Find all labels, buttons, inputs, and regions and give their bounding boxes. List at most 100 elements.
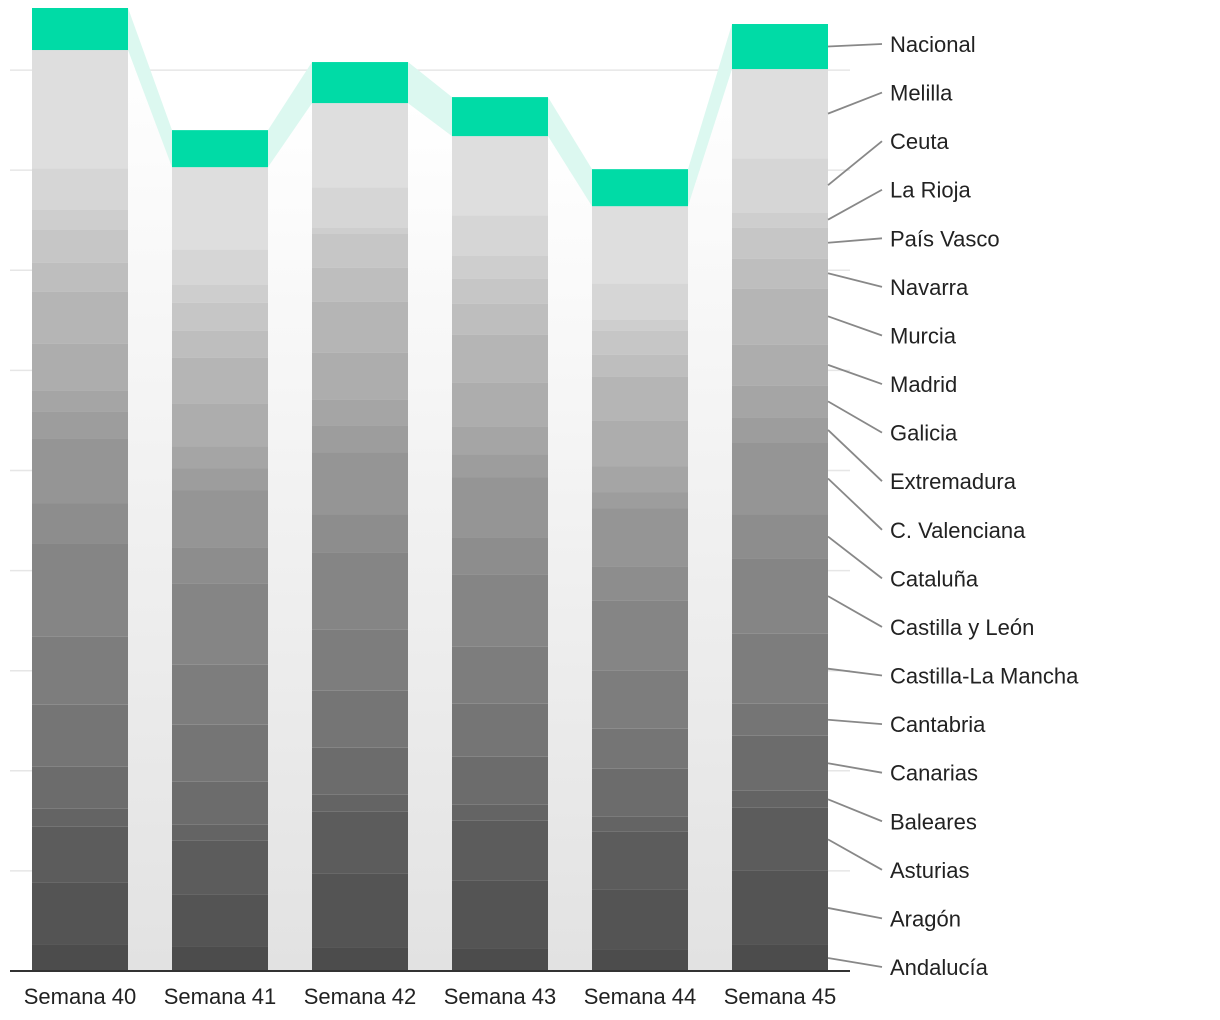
bar-segment-andalucia-semana-44	[592, 949, 688, 971]
bar-segment-castilla-la-mancha-semana-44	[592, 670, 688, 729]
category-labels: Semana 40 Semana 41 Semana 42 Semana 43 Sema…	[24, 984, 837, 1009]
bar-segment-baleares-semana-41	[172, 824, 268, 841]
bar-segment-c-valenciana-semana-42	[312, 452, 408, 515]
bar-segment-navarra-semana-40	[32, 262, 128, 292]
bar-segment-navarra-semana-45	[732, 258, 828, 289]
legend-leader-aragon	[827, 907, 883, 920]
legend-label-la-rioja: La Rioja	[890, 178, 971, 203]
bar-segment-andalucia-semana-45	[732, 944, 828, 971]
legend-leader-navarra	[827, 272, 883, 288]
bar-segment-ceuta-semana-42	[312, 187, 408, 228]
legend-leader-melilla	[827, 91, 883, 115]
bar-segment-ceuta-semana-40	[32, 168, 128, 210]
bar-segment-asturias-semana-41	[172, 840, 268, 895]
bar-segment-murcia-semana-43	[452, 334, 548, 383]
bar-segment-andalucia-semana-43	[452, 948, 548, 971]
bar-segment-c-valenciana-semana-45	[732, 442, 828, 515]
bar-segment-c-valenciana-semana-44	[592, 508, 688, 567]
bar-segment-melilla-semana-44	[592, 206, 688, 284]
bar-segment-castilla-la-mancha-semana-42	[312, 629, 408, 691]
connector-band-nacional	[688, 24, 732, 207]
bar-segment-c-valenciana-semana-41	[172, 490, 268, 548]
legend-leader-cataluna	[827, 535, 883, 580]
connector-band-regions	[128, 50, 172, 971]
bar-segment-la-rioja-semana-41	[172, 284, 268, 303]
bar-segment-cantabria-semana-40	[32, 704, 128, 767]
bar-segment-castilla-la-mancha-semana-40	[32, 636, 128, 705]
bar-segment-canarias-semana-40	[32, 766, 128, 809]
bar-segment-extremadura-semana-43	[452, 454, 548, 478]
bar-segment-madrid-semana-41	[172, 403, 268, 447]
connector-band-nacional	[268, 62, 312, 168]
legend-label-castilla-y-leon: Castilla y León	[890, 615, 1034, 640]
bar-segment-castilla-y-leon-semana-41	[172, 583, 268, 665]
bar-segment-galicia-semana-42	[312, 399, 408, 426]
bar-segment-andalucia-semana-40	[32, 944, 128, 971]
bar-segment-navarra-semana-41	[172, 330, 268, 358]
connector-band-nacional	[128, 7, 172, 168]
bar-segment-cantabria-semana-45	[732, 703, 828, 736]
bar-segment-extremadura-semana-40	[32, 411, 128, 439]
bar-segment-madrid-semana-44	[592, 420, 688, 467]
bar-segment-pais-vasco-semana-45	[732, 227, 828, 259]
bar-segment-nacional-semana-42	[312, 62, 408, 104]
legend-leader-extremadura	[827, 429, 883, 482]
bar-segment-melilla-semana-40	[32, 50, 128, 169]
x-tick-label-semana-43: Semana 43	[444, 984, 557, 1009]
bar-segment-galicia-semana-44	[592, 466, 688, 493]
x-tick-label-semana-44: Semana 44	[584, 984, 697, 1009]
bar-segment-melilla-semana-41	[172, 167, 268, 250]
connector-band-regions	[408, 103, 452, 972]
x-tick-label-semana-40: Semana 40	[24, 984, 137, 1009]
bar-segment-andalucia-semana-41	[172, 946, 268, 971]
bar-segment-madrid-semana-45	[732, 344, 828, 386]
bar-segment-canarias-semana-42	[312, 747, 408, 795]
bar-segments	[32, 7, 828, 971]
legend-label-cataluna: Cataluña	[890, 566, 979, 591]
legend-label-murcia: Murcia	[890, 323, 957, 348]
legend-label-navarra: Navarra	[890, 275, 969, 300]
legend-leader-cantabria	[827, 718, 883, 726]
bar-segment-baleares-semana-45	[732, 790, 828, 808]
bar-segment-castilla-la-mancha-semana-45	[732, 633, 828, 704]
bar-segment-galicia-semana-45	[732, 385, 828, 418]
bar-segment-la-rioja-semana-40	[32, 209, 128, 230]
bar-segment-extremadura-semana-45	[732, 417, 828, 443]
bar-segment-aragon-semana-40	[32, 882, 128, 945]
legend-leader-nacional	[827, 43, 883, 48]
bar-segment-galicia-semana-40	[32, 390, 128, 412]
bar-segment-cataluna-semana-42	[312, 514, 408, 553]
legend: Andalucía Aragón Asturias Baleares Canarias C…	[827, 32, 1079, 980]
legend-label-c-valenciana: C. Valenciana	[890, 518, 1026, 543]
bar-segment-asturias-semana-43	[452, 820, 548, 881]
connector-band-regions	[688, 69, 732, 971]
bar-segment-baleares-semana-40	[32, 808, 128, 827]
legend-label-asturias: Asturias	[890, 858, 969, 883]
bar-segment-baleares-semana-44	[592, 816, 688, 832]
bar-segment-asturias-semana-42	[312, 811, 408, 874]
legend-label-melilla: Melilla	[890, 81, 953, 106]
bar-segment-cataluna-semana-45	[732, 514, 828, 559]
bar-segment-pais-vasco-semana-42	[312, 233, 408, 268]
bar-segment-cataluna-semana-44	[592, 566, 688, 601]
bar-segment-asturias-semana-45	[732, 807, 828, 871]
bar-segment-ceuta-semana-43	[452, 215, 548, 256]
bar-segment-la-rioja-semana-45	[732, 212, 828, 228]
bar-segment-madrid-semana-43	[452, 382, 548, 427]
legend-leader-pais-vasco	[827, 237, 883, 244]
bar-segment-castilla-la-mancha-semana-41	[172, 664, 268, 725]
bar-segment-la-rioja-semana-43	[452, 255, 548, 279]
bar-segment-navarra-semana-42	[312, 267, 408, 302]
bar-segment-madrid-semana-40	[32, 343, 128, 391]
x-tick-label-semana-42: Semana 42	[304, 984, 417, 1009]
bar-segment-baleares-semana-43	[452, 804, 548, 821]
bar-segment-navarra-semana-44	[592, 354, 688, 377]
bar-segment-extremadura-semana-41	[172, 468, 268, 491]
legend-label-cantabria: Cantabria	[890, 712, 986, 737]
bar-segment-nacional-semana-45	[732, 24, 828, 70]
legend-leader-baleares	[827, 798, 883, 823]
bar-segment-ceuta-semana-41	[172, 249, 268, 285]
bar-segment-extremadura-semana-44	[592, 492, 688, 509]
